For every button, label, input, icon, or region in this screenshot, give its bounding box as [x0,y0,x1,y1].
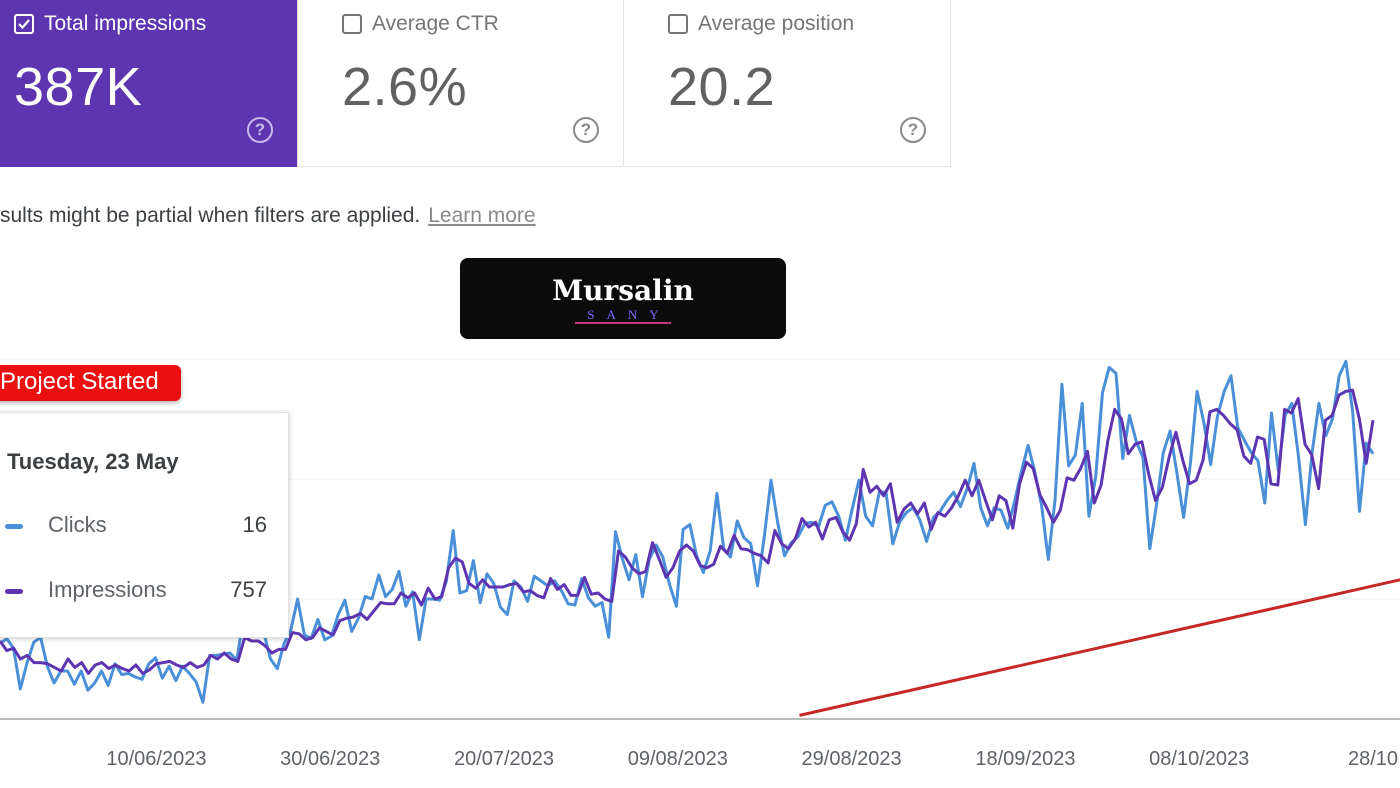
learn-more-link[interactable]: Learn more [428,204,536,227]
x-tick-label: 09/08/2023 [628,748,728,770]
notice-text: sults might be partial when filters are … [0,204,421,227]
x-tick-label: 28/10 [1348,748,1398,770]
card-header: Average CTR [342,12,499,36]
trend-line [799,578,1400,717]
x-tick-label: 18/09/2023 [975,748,1075,770]
watermark-logo: Mursalin SANY [460,258,786,339]
card-label: Total impressions [44,12,207,35]
logo-sub-text: SANY [575,308,671,324]
checkbox-unchecked-icon[interactable] [668,14,688,34]
logo-main-text: Mursalin [552,274,694,307]
series-line-clicks [0,359,1375,704]
tooltip-row-impressions: Impressions 757 [0,577,267,607]
series-line-impressions [0,388,1375,675]
x-tick-label: 08/10/2023 [1149,748,1249,770]
x-tick-label: 10/06/2023 [106,748,206,770]
performance-chart[interactable]: 10/06/2023 30/06/2023 20/07/2023 09/08/2023… [0,356,1400,788]
card-value: 2.6% [342,57,468,117]
card-label: Average position [698,12,855,35]
card-value: 387K [14,57,143,117]
card-value: 20.2 [668,57,776,117]
card-header: Total impressions [14,12,206,36]
tooltip-row-value: 757 [230,577,267,602]
project-started-label: Project Started [0,365,181,401]
x-tick-label: 29/08/2023 [802,748,902,770]
partial-results-notice: sults might be partial when filters are … [0,204,536,228]
card-average-ctr[interactable]: Average CTR 2.6% ? [297,0,624,167]
x-tick-label: 20/07/2023 [454,748,554,770]
help-icon[interactable]: ? [247,117,273,143]
card-header: Average position [668,12,854,36]
help-icon[interactable]: ? [573,117,599,143]
card-total-impressions[interactable]: Total impressions 387K ? [0,0,297,167]
tooltip-row-value: 16 [242,512,267,537]
x-axis-ticks: 10/06/2023 30/06/2023 20/07/2023 09/08/2023… [106,748,1398,770]
help-icon[interactable]: ? [900,117,926,143]
card-label: Average CTR [372,12,499,35]
clicks-swatch-icon [5,524,23,529]
chart-tooltip: Tuesday, 23 May Clicks 16 Impressions 75… [0,412,289,638]
checkbox-checked-icon[interactable] [14,14,34,34]
tooltip-date: Tuesday, 23 May [7,449,179,474]
impressions-swatch-icon [5,589,23,594]
tooltip-row-label: Clicks [48,512,107,537]
x-tick-label: 30/06/2023 [280,748,380,770]
checkbox-unchecked-icon[interactable] [342,14,362,34]
card-average-position[interactable]: Average position 20.2 ? [623,0,951,167]
chart-series [0,359,1400,717]
tooltip-row-label: Impressions [48,577,167,602]
tooltip-row-clicks: Clicks 16 [0,512,267,542]
